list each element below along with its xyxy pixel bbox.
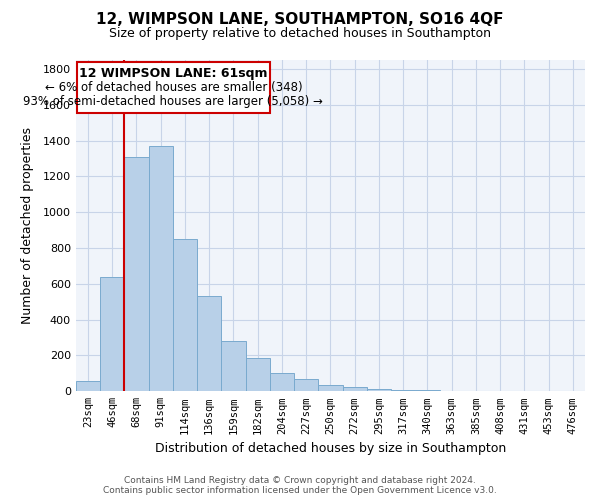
Text: 12, WIMPSON LANE, SOUTHAMPTON, SO16 4QF: 12, WIMPSON LANE, SOUTHAMPTON, SO16 4QF — [96, 12, 504, 28]
Text: Contains HM Land Registry data © Crown copyright and database right 2024.: Contains HM Land Registry data © Crown c… — [124, 476, 476, 485]
Bar — [391, 390, 415, 392]
Bar — [343, 387, 367, 392]
Bar — [270, 372, 294, 392]
Bar — [245, 358, 270, 392]
Text: 12 WIMPSON LANE: 61sqm: 12 WIMPSON LANE: 61sqm — [79, 66, 268, 80]
Bar — [124, 156, 149, 392]
FancyBboxPatch shape — [77, 62, 270, 113]
Bar — [100, 276, 124, 392]
Text: 93% of semi-detached houses are larger (5,058) →: 93% of semi-detached houses are larger (… — [23, 95, 323, 108]
Bar — [197, 296, 221, 392]
Y-axis label: Number of detached properties: Number of detached properties — [22, 127, 34, 324]
X-axis label: Distribution of detached houses by size in Southampton: Distribution of detached houses by size … — [155, 442, 506, 455]
Text: Contains public sector information licensed under the Open Government Licence v3: Contains public sector information licen… — [103, 486, 497, 495]
Text: ← 6% of detached houses are smaller (348): ← 6% of detached houses are smaller (348… — [44, 81, 302, 94]
Bar — [76, 380, 100, 392]
Text: Size of property relative to detached houses in Southampton: Size of property relative to detached ho… — [109, 28, 491, 40]
Bar — [294, 379, 318, 392]
Bar — [173, 239, 197, 392]
Bar — [440, 391, 464, 392]
Bar — [367, 388, 391, 392]
Bar — [149, 146, 173, 392]
Bar — [221, 341, 245, 392]
Bar — [415, 390, 440, 392]
Bar — [318, 385, 343, 392]
